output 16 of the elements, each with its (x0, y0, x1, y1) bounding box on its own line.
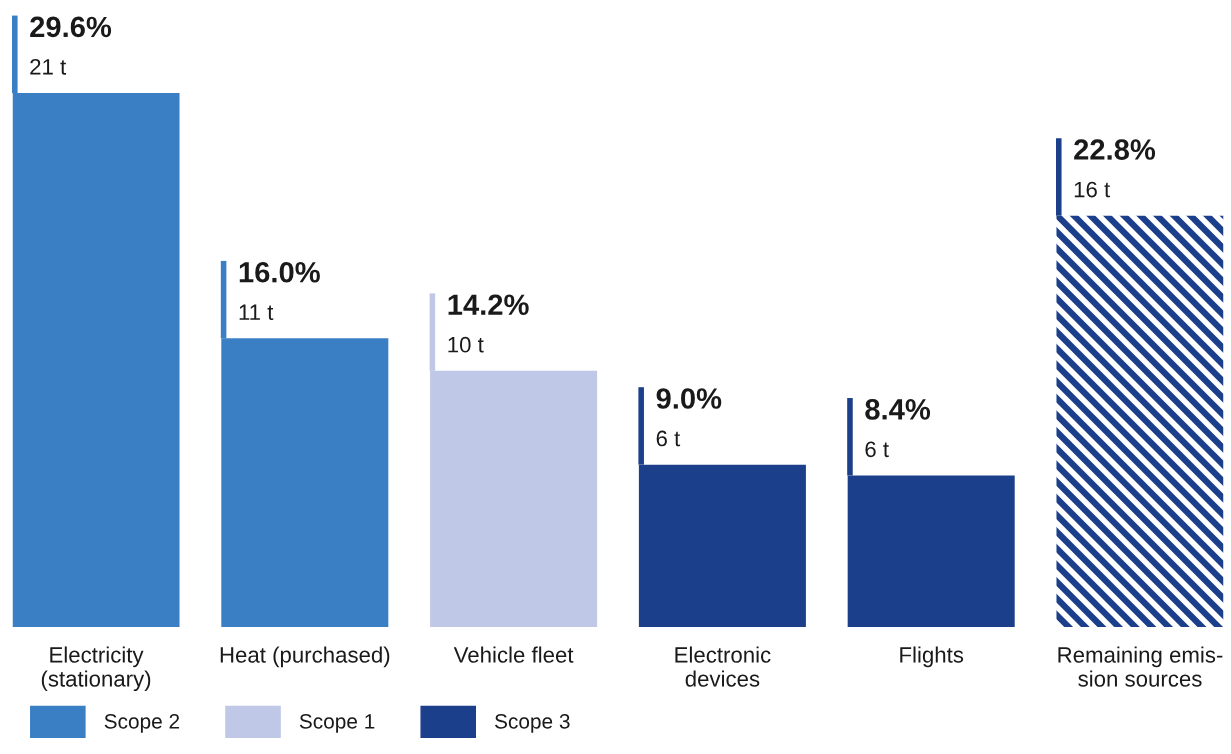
data-label: 22.8% 16 t (1074, 139, 1156, 198)
x-tick-label: Electronic devices (675, 646, 771, 687)
data-label: 9.0% 6 t (656, 388, 722, 447)
data-label: 14.2% 10 t (448, 294, 529, 353)
x-tick-label: Electricity (stationary) (41, 646, 151, 692)
data-label: 16.0% 11 t (239, 261, 320, 321)
data-label: 8.4% 6 t (865, 399, 931, 458)
data-label: 29.6% 21 t (30, 16, 112, 75)
x-tick-label: Remaining emis- sion sources (1058, 646, 1223, 687)
x-tick-label: Flights (900, 646, 964, 668)
x-tick-label: Vehicle fleet (453, 646, 574, 663)
bar (1056, 215, 1224, 627)
legend-label: Scope 3 (495, 713, 570, 733)
legend-label: Scope 1 (299, 713, 375, 733)
x-tick-label: Heat (purchased) (220, 646, 390, 668)
legend-label: Scope 2 (104, 713, 180, 733)
